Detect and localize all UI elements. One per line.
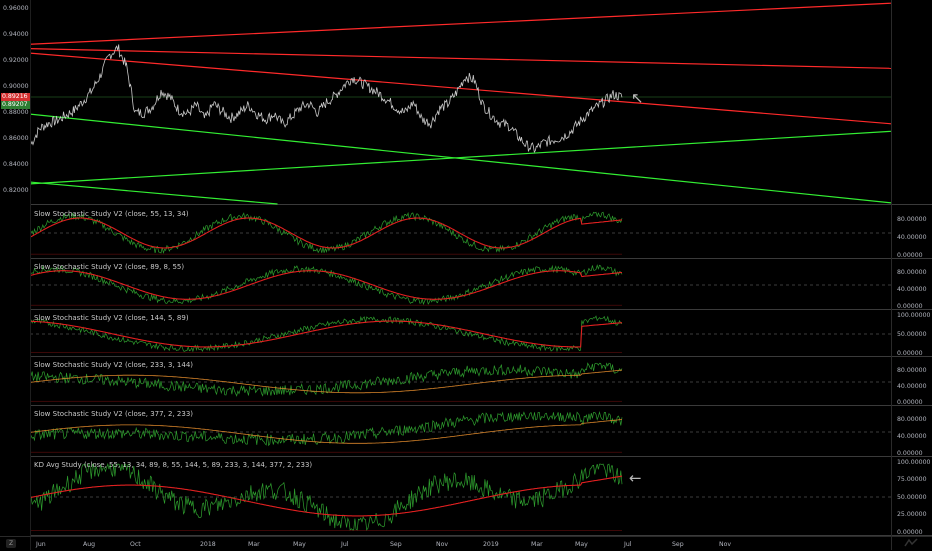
zoom-button[interactable]: Z: [6, 539, 16, 548]
time-tick-label: 2019: [483, 541, 499, 548]
support-trendline: [29, 181, 278, 205]
d-line: [30, 217, 623, 249]
indicator-tick-label: 0.00000: [897, 449, 923, 457]
indicator-tick-label: 0.00000: [897, 349, 923, 357]
indicator-tick-label: 100.00000: [897, 458, 931, 466]
tradingview-logo-icon: [904, 538, 918, 547]
price-tick-label: 0.92000: [3, 57, 29, 65]
price-series-line: [30, 44, 623, 153]
d-line: [30, 419, 623, 444]
time-tick-label: Jul: [341, 541, 349, 548]
time-tick-label: Sep: [672, 541, 684, 548]
indicator-tick-label: 0.00000: [897, 398, 923, 406]
time-tick-label: Mar: [248, 541, 260, 548]
time-tick-label: Jun: [36, 541, 46, 548]
resistance-trendline: [29, 2, 892, 45]
arrow-left-icon: ←: [629, 469, 642, 487]
indicator-tick-label: 75.00000: [897, 476, 927, 483]
indicator-pane-title: Slow Stochastic Study V2 (close, 233, 3,…: [34, 361, 193, 369]
resistance-trendline: [29, 52, 892, 125]
indicator-tick-label: 0.00000: [897, 528, 923, 536]
k-line: [30, 264, 623, 306]
indicator-tick-label: 50.00000: [897, 330, 927, 338]
time-tick-label: May: [293, 541, 306, 548]
indicator-tick-label: 80.00000: [897, 216, 927, 224]
indicator-tick-label: 80.00000: [897, 366, 927, 374]
indicator-tick-label: 25.00000: [897, 511, 927, 518]
indicator-tick-label: 50.00000: [897, 493, 927, 501]
time-tick-label: Jul: [624, 541, 632, 548]
k-line: [30, 410, 623, 447]
indicator-tick-label: 40.00000: [897, 233, 927, 241]
price-tick-label: 0.82000: [3, 187, 29, 195]
support-trendline: [29, 113, 892, 204]
indicator-tick-label: 80.00000: [897, 268, 927, 276]
time-tick-label: 2018: [200, 541, 216, 548]
time-axis: Jun Aug Oct 2018 Mar May Jul Sep Nov 2019 Mar May Ju…: [0, 536, 932, 551]
price-tick-label: 0.86000: [3, 135, 29, 143]
arrow-up-left-icon: ↖: [631, 89, 644, 107]
price-tick-label: 0.90000: [3, 83, 29, 91]
k-line: [30, 211, 623, 254]
k-line: [30, 315, 623, 353]
time-tick-label: Aug: [83, 541, 96, 548]
indicator-value-scale: 80.00000 40.00000 0.00000 80.00000 40.00000 0…: [891, 0, 932, 550]
left-toolbar: [0, 0, 31, 550]
k-line: [30, 362, 623, 397]
indicator-tick-label: 0.00000: [897, 251, 923, 259]
price-tick-label: 0.96000: [3, 5, 29, 13]
indicator-tick-label: 40.00000: [897, 382, 927, 390]
d-line: [30, 369, 623, 394]
time-tick-label: Sep: [390, 541, 402, 548]
time-tick-label: Oct: [130, 541, 141, 548]
price-tick-label: 0.94000: [3, 31, 29, 39]
time-tick-label: Nov: [436, 541, 449, 548]
indicator-pane-title: Slow Stochastic Study V2 (close, 55, 13,…: [34, 210, 189, 218]
indicator-tick-label: 80.00000: [897, 415, 927, 423]
indicator-pane-title: Slow Stochastic Study V2 (close, 89, 8, …: [34, 263, 185, 271]
indicator-pane-title: KD Avg Study (close, 55, 13, 34, 89, 8, …: [34, 461, 313, 469]
last-price-tag: 0.89207: [1, 101, 30, 110]
indicator-pane-title: Slow Stochastic Study V2 (close, 144, 5,…: [34, 314, 189, 322]
d-line: [31, 320, 623, 348]
last-price-tag: 0.89216: [1, 92, 30, 101]
indicator-tick-label: 40.00000: [897, 285, 927, 293]
price-tick-label: 0.84000: [3, 161, 29, 169]
d-line: [30, 270, 623, 300]
support-trendline: [29, 130, 892, 185]
k-line: [30, 462, 623, 531]
d-line: [30, 475, 623, 517]
time-tick-label: Mar: [531, 541, 543, 548]
indicator-tick-label: 40.00000: [897, 432, 927, 440]
indicator-tick-label: 100.00000: [897, 311, 931, 319]
time-tick-label: Nov: [719, 541, 732, 548]
indicator-tick-label: 0.00000: [897, 302, 923, 310]
main-price-scale: 0.96000 0.94000 0.92000 0.90000 0.88000 0.860…: [0, 0, 30, 550]
resistance-trendline: [29, 48, 892, 69]
price-tick-label: 0.88000: [3, 109, 29, 117]
time-tick-label: May: [575, 541, 588, 548]
indicator-pane-title: Slow Stochastic Study V2 (close, 377, 2,…: [34, 410, 193, 418]
